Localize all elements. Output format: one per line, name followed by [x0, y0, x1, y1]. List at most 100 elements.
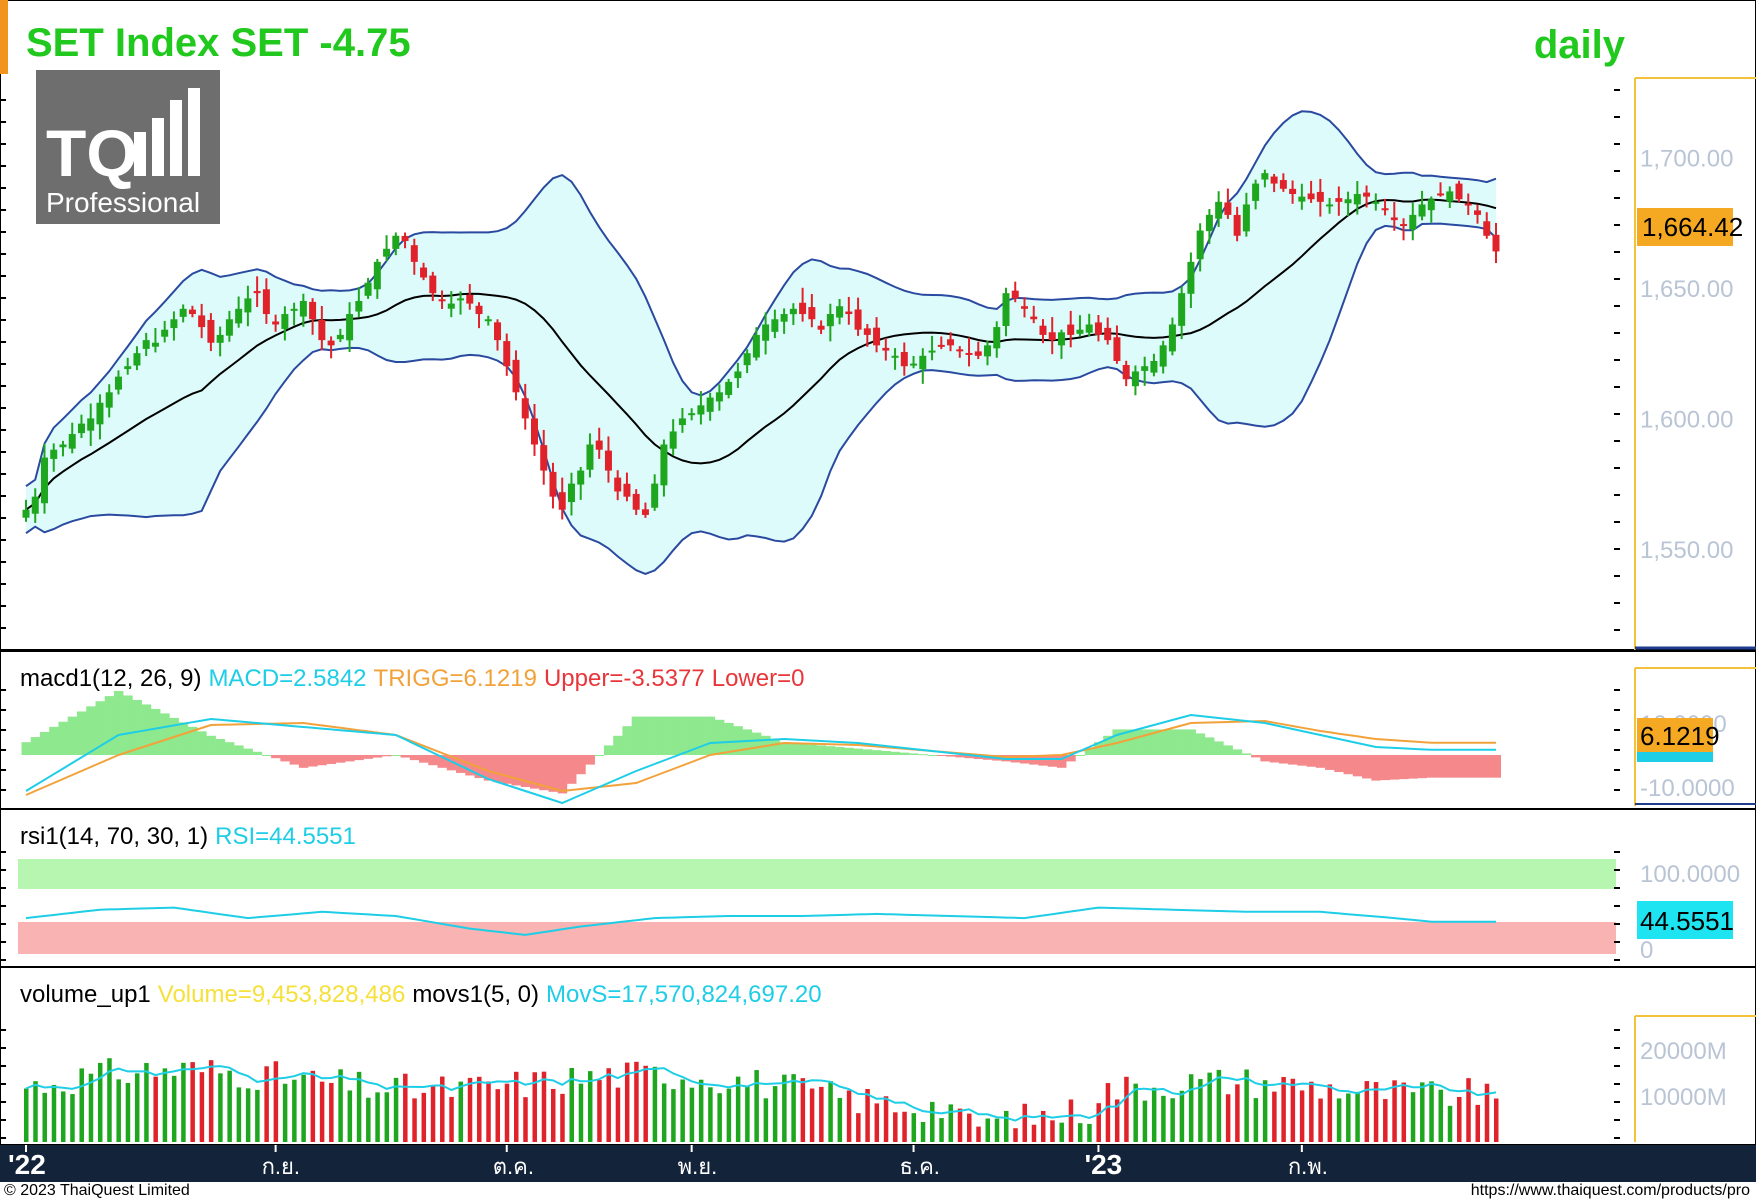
volume-bar [1290, 1078, 1296, 1142]
volume-bar [735, 1076, 741, 1142]
candle-body [327, 340, 335, 346]
candle-body [105, 392, 113, 408]
macd-histogram-bar [529, 755, 540, 789]
tq-logo: TQ Professional [36, 70, 220, 224]
volume-bar [800, 1078, 806, 1142]
candle-body [891, 355, 899, 358]
candle-body [355, 300, 363, 312]
macd-histogram-bar [187, 726, 198, 755]
candle-body [586, 444, 594, 470]
volume-bar [42, 1092, 47, 1142]
macd-histogram-bar [1463, 755, 1474, 778]
rsi-tag-value: 44.5551 [1640, 906, 1734, 936]
candle-body [1307, 193, 1315, 200]
candle-body [179, 308, 187, 317]
macd-histogram-bar [308, 755, 318, 767]
volume-bar [856, 1113, 861, 1142]
volume-bar [1410, 1092, 1416, 1142]
macd-histogram-bar [178, 722, 189, 755]
macd-histogram-bar [742, 729, 753, 755]
rsi-value-tag: 44.5551 [1637, 901, 1734, 939]
volume-bar [809, 1088, 815, 1142]
volume-bar [495, 1089, 501, 1142]
candle-body [198, 315, 206, 328]
macd-legend: macd1(12, 26, 9) MACD=2.5842 TRIGG=6.1219 U… [20, 665, 804, 692]
volume-bar [1161, 1095, 1166, 1142]
copyright-text: © 2023 ThaiQuest Limited [4, 1182, 190, 1199]
chart-title: SET Index SET -4.75 [26, 21, 411, 65]
volume-bar [1327, 1084, 1333, 1142]
volume-bar [874, 1103, 880, 1142]
candle-body [290, 308, 298, 311]
candle-body [984, 345, 992, 357]
candle-body [678, 418, 686, 426]
volume-tick-label: 20000M [1640, 1038, 1727, 1065]
macd-histogram-bar [1084, 748, 1095, 755]
volume-bar [1253, 1098, 1259, 1142]
volume-bar [310, 1070, 316, 1142]
volume-bar [976, 1126, 981, 1142]
timeframe-label: daily [1534, 23, 1626, 67]
macd-histogram-bar [1121, 729, 1132, 755]
macd-histogram-bar [1288, 755, 1298, 765]
macd-plot-area [21, 691, 1501, 805]
macd-histogram-bar [372, 755, 383, 758]
volume-bar [236, 1087, 242, 1142]
volume-bar [985, 1118, 991, 1142]
candle-body [688, 413, 696, 416]
volume-bar [587, 1071, 593, 1142]
volume-bar [1447, 1105, 1453, 1142]
macd-histogram-bar [936, 755, 947, 756]
candle-body [1150, 361, 1158, 373]
candle-body [1455, 183, 1463, 200]
volume-bar [1299, 1090, 1305, 1142]
volume-bar [772, 1086, 778, 1142]
macd-histogram-bar [1399, 755, 1409, 780]
volume-bar [828, 1081, 833, 1142]
volume-bar [245, 1088, 251, 1142]
candle-body [133, 353, 141, 366]
volume-bar [1133, 1083, 1138, 1142]
macd-histogram-bar [67, 716, 78, 755]
volume-bar [1383, 1099, 1388, 1142]
macd-histogram-bar [659, 716, 669, 755]
volume-bar [1059, 1122, 1064, 1142]
macd-histogram-bar [613, 735, 623, 755]
volume-bar [1004, 1110, 1009, 1142]
candle-body [1196, 230, 1204, 260]
macd-histogram-bar [345, 755, 355, 762]
volume-legend-item: volume_up1 [20, 981, 151, 1008]
volume-bar [1475, 1104, 1481, 1142]
candle-body [364, 282, 372, 296]
candle-body [947, 339, 955, 346]
volume-bar [902, 1111, 907, 1142]
macd-histogram-bar [326, 755, 337, 764]
candle-body [1446, 191, 1454, 202]
candle-body [1122, 364, 1130, 380]
macd-tick-label: -10.0000 [1640, 775, 1735, 802]
candle-body [151, 342, 159, 347]
volume-bar [1216, 1069, 1222, 1142]
macd-histogram-bar [280, 755, 290, 762]
volume-bar [301, 1074, 306, 1142]
candle-body [965, 352, 973, 355]
volume-bar [421, 1092, 427, 1142]
macd-histogram-bar [640, 716, 651, 755]
candle-body [225, 319, 233, 336]
volume-bar [930, 1101, 935, 1142]
volume-bar [97, 1062, 103, 1142]
volume-bar [430, 1085, 436, 1142]
volume-bar [578, 1083, 584, 1142]
macd-histogram-bar [150, 708, 161, 755]
volume-bar [819, 1086, 824, 1142]
candle-body [1390, 217, 1398, 221]
volume-bar [144, 1063, 149, 1142]
candle-body [124, 366, 132, 370]
candle-body [762, 324, 770, 341]
last-price-tag: 1,664.42 [1637, 208, 1743, 246]
candle-body [974, 351, 982, 356]
candle-body [1085, 324, 1093, 333]
volume-bar [282, 1083, 288, 1142]
candle-body [272, 321, 280, 325]
candle-body [429, 275, 437, 294]
